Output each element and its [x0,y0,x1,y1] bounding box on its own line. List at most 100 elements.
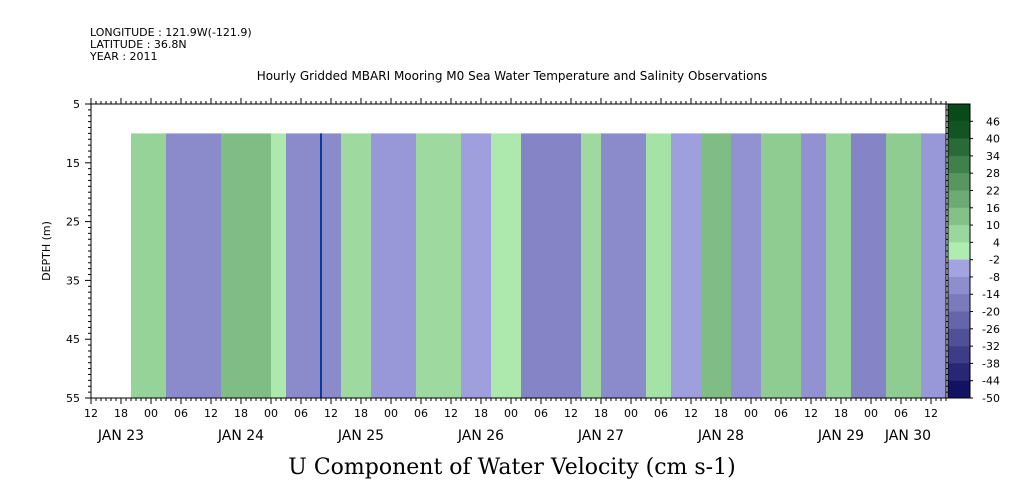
x-axis-labels: 12 18 00 06 12 18 00 06 12 18 00 06 12 18 00 06 12 18 00 06… [84,407,938,444]
chart-header: LONGITUDE : 121.9W(-121.9) LATITUDE : 36… [89,26,767,83]
colorbar-swatch [948,242,970,260]
colorbar-swatch [948,363,970,381]
y-tick-label: 5 [73,98,80,111]
longitude-label: LONGITUDE : 121.9W(-121.9) [90,26,252,39]
heatmap-band-10 [521,133,582,398]
x-date-label: JAN 26 [457,428,504,444]
x-date-label: JAN 27 [577,428,624,444]
x-hour-label: 18 [474,407,488,420]
heatmap-band-1 [166,133,222,398]
colorbar-swatch [948,311,970,330]
y-tick-label: 15 [66,157,80,170]
heatmap-band-18 [801,133,827,398]
chart-title: Hourly Gridded MBARI Mooring M0 Sea Wate… [257,69,768,83]
colorbar-label: -44 [982,375,1000,388]
x-hour-label: 18 [234,407,248,420]
colorbar-swatch [948,259,970,278]
x-hour-label: 00 [744,407,758,420]
x-hour-label: 06 [414,407,428,420]
y-tick-label: 35 [66,274,80,287]
x-hour-label: 12 [204,407,218,420]
colorbar-swatch [948,276,970,295]
colorbar-label: 34 [986,150,1000,163]
x-hour-label: 00 [144,407,158,420]
colorbar-label: 28 [986,167,1000,180]
heatmap-band-8 [461,133,492,398]
colorbar-label: 40 [986,133,1000,146]
x-hour-label: 00 [384,407,398,420]
year-label: YEAR : 2011 [89,50,158,63]
y-tick-label: 55 [66,392,80,405]
x-hour-label: 06 [894,407,908,420]
heatmap-band-4 [286,133,342,398]
heatmap-band-19 [826,133,852,398]
x-hour-label: 12 [444,407,458,420]
colorbar-swatch [948,138,970,157]
x-hour-label: 18 [714,407,728,420]
heatmap-band-2 [221,133,272,398]
x-hour-label: 12 [924,407,938,420]
heatmap-band-21 [886,133,922,398]
colorbar-swatch [948,294,970,312]
x-hour-label: 12 [804,407,818,420]
colorbar-label: 10 [986,219,1000,232]
x-hour-label: 06 [654,407,668,420]
colorbar-label: -8 [989,271,1000,284]
colorbar-label: 46 [986,115,1000,128]
latitude-label: LATITUDE : 36.8N [90,38,187,51]
colorbar-swatch [948,104,970,122]
heatmap-band-14 [671,133,702,398]
heatmap-band-13 [646,133,672,398]
colorbar: 46 40 34 28 22 16 10 4 -2 -8 -14 -20 -26 -32 -38 -44 -50 [947,103,1000,405]
colorbar-label: -20 [982,306,1000,319]
x-date-label: JAN 30 [884,428,931,444]
x-date-label: JAN 23 [97,428,144,444]
heatmap-band-0 [131,133,167,398]
heatmap-band-6 [371,133,417,398]
heatmap-band-5 [341,133,372,398]
colorbar-label: 22 [986,184,1000,197]
x-hour-label: 12 [324,407,338,420]
heatmap-band-16 [731,133,762,398]
x-hour-label: 06 [174,407,188,420]
y-tick-label: 25 [66,216,80,229]
colorbar-label: -2 [989,254,1000,267]
colorbar-swatch [948,121,970,139]
x-hour-label: 12 [564,407,578,420]
heatmap-band-17 [761,133,802,398]
heatmap-band-15 [701,133,732,398]
x-hour-label: 18 [354,407,368,420]
heatmap-band-20 [851,133,887,398]
colorbar-swatch [948,190,970,209]
heatmap-bands [131,133,947,398]
y-axis-label: DEPTH (m) [40,221,53,281]
colorbar-swatch [948,155,970,174]
x-hour-label: 00 [864,407,878,420]
colorbar-swatch [948,207,970,226]
y-axis-ticks: 5 15 25 35 45 55 [66,98,952,405]
heatmap-band-3 [271,133,287,398]
x-hour-label: 18 [594,407,608,420]
colorbar-label: 16 [986,202,1000,215]
colorbar-swatch [948,346,970,364]
y-tick-label: 45 [66,333,80,346]
x-hour-label: 12 [84,407,98,420]
x-date-label: JAN 28 [697,428,744,444]
x-date-label: JAN 24 [217,428,264,444]
variable-label: U Component of Water Velocity (cm s-1) [288,455,735,480]
colorbar-swatch [948,173,970,191]
heatmap-band-11 [581,133,602,398]
colorbar-label: 4 [993,236,1000,249]
heatmap-band-22 [921,133,947,398]
colorbar-label: -38 [982,357,1000,370]
heatmap-band-7 [416,133,462,398]
x-hour-label: 18 [114,407,128,420]
x-hour-label: 06 [534,407,548,420]
x-hour-label: 00 [504,407,518,420]
x-hour-label: 00 [264,407,278,420]
x-hour-label: 06 [294,407,308,420]
colorbar-swatch [948,328,970,347]
x-date-label: JAN 25 [337,428,384,444]
colorbar-swatch [948,225,970,243]
